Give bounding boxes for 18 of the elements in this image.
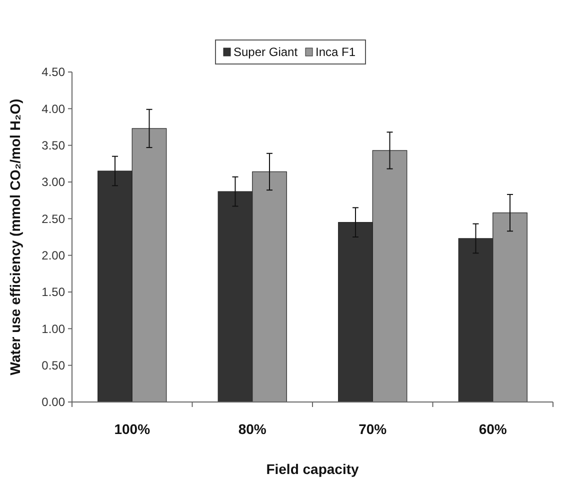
x-axis-title: Field capacity bbox=[266, 461, 360, 477]
y-tick-label: 1.00 bbox=[42, 322, 66, 336]
y-tick-label: 0.00 bbox=[42, 395, 66, 410]
y-tick-label: 4.50 bbox=[42, 65, 66, 80]
x-tick-label: 100% bbox=[114, 421, 151, 437]
y-tick-label: 3.00 bbox=[42, 175, 66, 190]
x-tick-label: 60% bbox=[478, 421, 508, 437]
y-tick-label: 2.00 bbox=[42, 248, 66, 263]
y-tick-label: 1.50 bbox=[42, 285, 66, 300]
y-axis-title: Water use efficiency (mmol CO₂/mol H₂O) bbox=[7, 98, 23, 376]
y-tick-label: 3.50 bbox=[42, 138, 66, 153]
y-tick-label: 4.00 bbox=[42, 102, 66, 116]
y-tick-label: 0.50 bbox=[42, 358, 66, 373]
x-tick-label: 80% bbox=[238, 421, 267, 437]
y-tick-label: 2.50 bbox=[42, 212, 66, 226]
legend-label: Inca F1 bbox=[316, 45, 356, 60]
legend-label: Super Giant bbox=[234, 45, 298, 60]
x-tick-label: 70% bbox=[358, 421, 388, 437]
